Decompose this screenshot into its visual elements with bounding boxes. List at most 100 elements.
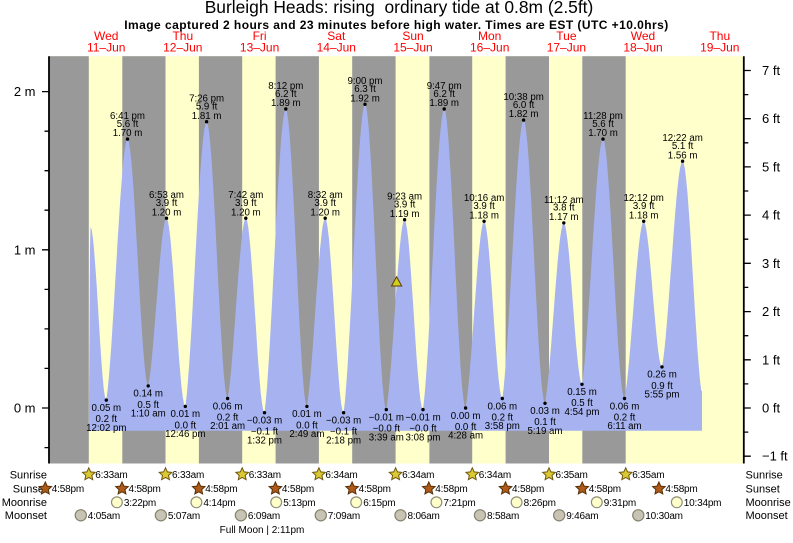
svg-text:3.8 ft: 3.8 ft [553, 203, 575, 214]
svg-text:12:12 pm: 12:12 pm [623, 193, 663, 204]
svg-text:7:21pm: 7:21pm [443, 498, 475, 509]
svg-text:8:12 pm: 8:12 pm [268, 81, 303, 92]
svg-text:1:10 am: 1:10 am [131, 409, 166, 420]
svg-text:4:58pm: 4:58pm [589, 484, 621, 495]
svg-text:9:00 pm: 9:00 pm [347, 76, 382, 87]
svg-text:12:22 am: 12:22 am [662, 133, 702, 144]
svg-text:3:22pm: 3:22pm [124, 498, 156, 509]
svg-text:Thu: Thu [709, 29, 730, 43]
svg-text:6:34am: 6:34am [402, 470, 434, 481]
svg-text:0 m: 0 m [14, 401, 36, 416]
svg-text:6:35am: 6:35am [556, 470, 588, 481]
svg-text:Sunrise: Sunrise [746, 469, 783, 481]
svg-text:−0.01 m: −0.01 m [405, 412, 440, 423]
svg-text:5:55 pm: 5:55 pm [644, 390, 679, 401]
svg-text:18–Jun: 18–Jun [623, 41, 662, 55]
svg-text:Thu: Thu [172, 29, 193, 43]
svg-text:12:46 pm: 12:46 pm [165, 429, 205, 440]
svg-text:5 ft: 5 ft [762, 159, 780, 174]
svg-text:4 ft: 4 ft [762, 208, 780, 223]
svg-text:0.06 m: 0.06 m [610, 401, 640, 412]
svg-text:Burleigh Heads: rising ordina: Burleigh Heads: rising ordinary tide at … [205, 0, 594, 17]
svg-text:6:33am: 6:33am [172, 470, 204, 481]
svg-text:2 m: 2 m [14, 84, 36, 99]
svg-text:1.19 m: 1.19 m [390, 209, 420, 220]
svg-text:0.00 m: 0.00 m [451, 411, 481, 422]
svg-text:4:58pm: 4:58pm [512, 484, 544, 495]
svg-text:0.01 m: 0.01 m [292, 409, 322, 420]
svg-text:8:32 am: 8:32 am [308, 190, 343, 201]
svg-text:5:13pm: 5:13pm [283, 498, 315, 509]
svg-text:1.17 m: 1.17 m [549, 212, 579, 223]
svg-text:3.9 ft: 3.9 ft [314, 198, 336, 209]
svg-text:1.89 m: 1.89 m [271, 98, 301, 109]
svg-text:Moonset: Moonset [746, 510, 788, 522]
svg-text:1 m: 1 m [14, 242, 36, 257]
svg-text:6:33am: 6:33am [249, 470, 281, 481]
svg-text:4:58pm: 4:58pm [205, 484, 237, 495]
svg-text:4:58pm: 4:58pm [52, 484, 84, 495]
svg-text:7 ft: 7 ft [762, 63, 780, 78]
svg-text:5:07am: 5:07am [168, 511, 200, 522]
svg-text:9:23 am: 9:23 am [387, 192, 422, 203]
svg-text:Wed: Wed [631, 29, 655, 43]
svg-text:−0.01 m: −0.01 m [369, 412, 404, 423]
svg-text:0.03 m: 0.03 m [530, 406, 560, 417]
svg-text:3.9 ft: 3.9 ft [633, 201, 655, 212]
svg-text:Full Moon | 2:11pm: Full Moon | 2:11pm [220, 525, 305, 536]
svg-text:−0.1 ft: −0.1 ft [251, 427, 279, 438]
svg-text:5.1 ft: 5.1 ft [672, 141, 694, 152]
svg-text:6:09am: 6:09am [248, 511, 280, 522]
svg-text:17–Jun: 17–Jun [547, 41, 586, 55]
svg-text:4:58pm: 4:58pm [435, 484, 467, 495]
svg-text:3:39 am: 3:39 am [369, 432, 404, 443]
svg-text:9:31pm: 9:31pm [604, 498, 636, 509]
svg-text:11–Jun: 11–Jun [87, 41, 125, 55]
svg-text:4:28 am: 4:28 am [448, 431, 483, 442]
svg-text:Tue: Tue [556, 29, 577, 43]
svg-text:Mon: Mon [478, 29, 501, 43]
svg-text:6:41 pm: 6:41 pm [110, 111, 145, 122]
svg-text:6:53 am: 6:53 am [149, 190, 184, 201]
svg-text:0.06 m: 0.06 m [487, 401, 517, 412]
svg-text:3:08 pm: 3:08 pm [405, 432, 440, 443]
svg-text:6 ft: 6 ft [762, 111, 780, 126]
svg-text:0.06 m: 0.06 m [213, 401, 243, 412]
svg-text:Sunset: Sunset [746, 484, 780, 496]
svg-text:Wed: Wed [94, 29, 118, 43]
svg-text:8:06am: 8:06am [408, 511, 440, 522]
svg-text:5.6 ft: 5.6 ft [592, 119, 614, 130]
svg-text:1.89 m: 1.89 m [429, 98, 459, 109]
svg-text:0.0 ft: 0.0 ft [175, 420, 197, 431]
svg-text:Image captured 2 hours and 23: Image captured 2 hours and 23 minutes be… [124, 18, 669, 32]
svg-text:8:26pm: 8:26pm [524, 498, 556, 509]
svg-text:1 ft: 1 ft [762, 352, 780, 367]
svg-text:Moonrise: Moonrise [2, 497, 47, 509]
svg-text:19–Jun: 19–Jun [700, 41, 739, 55]
svg-text:1.82 m: 1.82 m [509, 109, 539, 120]
svg-text:4:54 pm: 4:54 pm [564, 407, 599, 418]
svg-text:6:15pm: 6:15pm [363, 498, 395, 509]
svg-text:8:58am: 8:58am [487, 511, 519, 522]
svg-text:0 ft: 0 ft [762, 401, 780, 416]
svg-text:1.70 m: 1.70 m [113, 128, 143, 139]
svg-text:6.2 ft: 6.2 ft [433, 89, 455, 100]
svg-text:0.1 ft: 0.1 ft [534, 417, 556, 428]
svg-text:Fri: Fri [253, 29, 267, 43]
svg-text:1.92 m: 1.92 m [350, 93, 380, 104]
svg-text:2 ft: 2 ft [762, 304, 780, 319]
svg-text:Sunrise: Sunrise [10, 469, 47, 481]
svg-text:10:16 am: 10:16 am [464, 193, 504, 204]
svg-text:−0.0 ft: −0.0 ft [409, 424, 437, 435]
svg-text:15–Jun: 15–Jun [393, 41, 432, 55]
svg-text:6:34am: 6:34am [325, 470, 357, 481]
svg-text:1:32 pm: 1:32 pm [247, 435, 282, 446]
svg-text:1.18 m: 1.18 m [629, 210, 659, 221]
svg-text:1.70 m: 1.70 m [588, 128, 618, 139]
svg-text:3 ft: 3 ft [762, 256, 780, 271]
svg-text:4:58pm: 4:58pm [359, 484, 391, 495]
svg-text:6.2 ft: 6.2 ft [275, 89, 297, 100]
svg-text:3.9 ft: 3.9 ft [394, 200, 416, 211]
svg-text:0.01 m: 0.01 m [170, 409, 200, 420]
svg-text:16–Jun: 16–Jun [470, 41, 509, 55]
